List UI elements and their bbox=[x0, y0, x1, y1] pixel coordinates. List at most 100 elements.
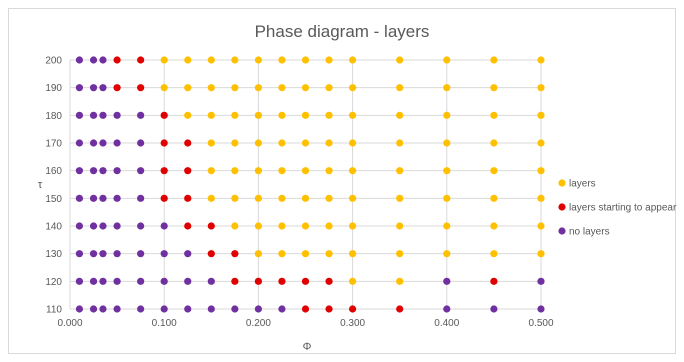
data-point bbox=[301, 56, 310, 64]
data-point bbox=[231, 167, 239, 175]
data-point bbox=[254, 111, 262, 119]
data-point bbox=[301, 277, 310, 285]
data-point bbox=[160, 250, 168, 258]
data-point bbox=[490, 84, 498, 92]
data-point bbox=[325, 139, 333, 147]
data-point bbox=[137, 194, 145, 202]
data-point bbox=[537, 84, 545, 92]
data-point bbox=[231, 194, 239, 202]
data-point bbox=[537, 56, 545, 64]
data-point bbox=[89, 250, 98, 258]
data-point bbox=[325, 111, 333, 119]
data-point bbox=[278, 84, 286, 92]
data-point bbox=[75, 250, 84, 258]
data-point bbox=[184, 84, 192, 92]
data-point bbox=[278, 56, 286, 64]
data-point bbox=[325, 167, 333, 175]
data-point bbox=[231, 139, 239, 147]
legend: layers layers starting to appear no layers bbox=[558, 179, 677, 238]
data-point bbox=[490, 111, 498, 119]
data-point bbox=[89, 56, 98, 64]
data-point bbox=[137, 84, 145, 92]
data-point bbox=[99, 222, 107, 230]
legend-marker bbox=[558, 179, 566, 187]
data-point bbox=[349, 194, 357, 202]
data-point bbox=[490, 277, 498, 285]
data-point bbox=[89, 194, 98, 202]
data-point bbox=[325, 277, 333, 285]
data-point bbox=[443, 111, 451, 119]
data-point bbox=[113, 111, 121, 119]
data-point bbox=[349, 167, 357, 175]
y-tick-label: 130 bbox=[45, 249, 62, 260]
data-point bbox=[537, 277, 545, 285]
data-point bbox=[207, 111, 215, 119]
data-point bbox=[443, 277, 451, 285]
data-point bbox=[160, 139, 168, 147]
legend-label: no layers bbox=[569, 227, 610, 238]
data-point bbox=[490, 56, 498, 64]
data-point bbox=[254, 56, 262, 64]
data-point bbox=[254, 194, 262, 202]
data-point bbox=[537, 194, 545, 202]
data-point bbox=[113, 84, 121, 92]
data-point bbox=[89, 277, 98, 285]
data-point bbox=[160, 305, 168, 313]
data-point bbox=[443, 194, 451, 202]
data-point bbox=[325, 84, 333, 92]
data-point bbox=[325, 250, 333, 258]
data-point bbox=[207, 305, 215, 313]
data-point bbox=[207, 167, 215, 175]
y-tick-label: 160 bbox=[45, 166, 62, 177]
data-point bbox=[89, 222, 98, 230]
data-point bbox=[89, 305, 98, 313]
data-point bbox=[75, 56, 84, 64]
data-point bbox=[137, 111, 145, 119]
data-point bbox=[75, 194, 84, 202]
data-point bbox=[301, 84, 310, 92]
data-point bbox=[184, 194, 192, 202]
data-point bbox=[537, 305, 545, 313]
data-point bbox=[113, 250, 121, 258]
data-point bbox=[184, 56, 192, 64]
y-tick-label: 170 bbox=[45, 139, 62, 150]
data-point bbox=[278, 277, 286, 285]
data-point bbox=[301, 167, 310, 175]
data-point bbox=[301, 139, 310, 147]
data-point bbox=[349, 277, 357, 285]
y-tick-label: 180 bbox=[45, 111, 62, 122]
data-point bbox=[278, 194, 286, 202]
data-point bbox=[184, 111, 192, 119]
data-point bbox=[231, 277, 239, 285]
data-point bbox=[160, 194, 168, 202]
data-point bbox=[231, 111, 239, 119]
x-tick-label: 0.400 bbox=[434, 318, 459, 329]
data-point bbox=[278, 222, 286, 230]
data-point bbox=[396, 222, 404, 230]
y-tick-label: 150 bbox=[45, 194, 62, 205]
data-point bbox=[99, 305, 107, 313]
data-point bbox=[396, 56, 404, 64]
x-tick-label: 0.000 bbox=[57, 318, 82, 329]
data-point bbox=[349, 111, 357, 119]
data-point bbox=[349, 56, 357, 64]
data-point bbox=[113, 305, 121, 313]
data-point bbox=[278, 305, 286, 313]
data-point bbox=[231, 56, 239, 64]
data-point bbox=[490, 139, 498, 147]
chart-title: Phase diagram - layers bbox=[254, 22, 430, 41]
data-point bbox=[443, 305, 451, 313]
data-point bbox=[490, 222, 498, 230]
data-point bbox=[349, 139, 357, 147]
y-axis-ticks: 110 120 130 140 150 160 170 180 190 200 bbox=[45, 56, 62, 316]
data-point bbox=[75, 305, 84, 313]
data-point bbox=[254, 84, 262, 92]
data-point bbox=[113, 222, 121, 230]
y-axis-title: τ bbox=[38, 179, 43, 191]
data-point bbox=[443, 222, 451, 230]
data-point bbox=[184, 250, 192, 258]
data-point bbox=[443, 56, 451, 64]
data-point bbox=[99, 167, 107, 175]
data-point bbox=[89, 84, 98, 92]
